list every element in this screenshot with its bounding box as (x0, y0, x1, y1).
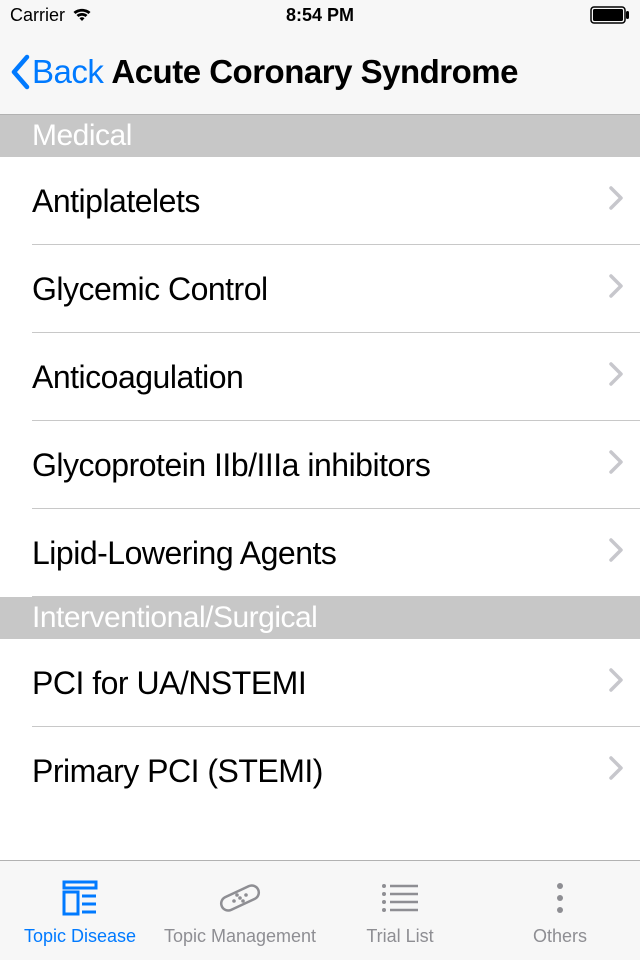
tab-topic-disease[interactable]: Topic Disease (0, 874, 160, 947)
row-label: Glycoprotein IIb/IIIa inhibitors (32, 447, 430, 484)
status-bar: Carrier 8:54 PM (0, 0, 640, 30)
tab-bar: Topic Disease Topic Management Trial Lis… (0, 860, 640, 960)
chevron-right-icon (608, 185, 624, 218)
row-label: PCI for UA/NSTEMI (32, 665, 306, 702)
status-left: Carrier (10, 5, 93, 26)
page-title: Acute Coronary Syndrome (111, 53, 518, 91)
list-item-lipid-lowering[interactable]: Lipid-Lowering Agents (0, 509, 640, 597)
chevron-right-icon (608, 361, 624, 394)
back-chevron-icon (10, 54, 30, 90)
tab-label: Others (533, 926, 587, 947)
tab-trial-list[interactable]: Trial List (320, 874, 480, 947)
status-right (590, 6, 630, 24)
chevron-right-icon (608, 667, 624, 700)
list-item-antiplatelets[interactable]: Antiplatelets (0, 157, 640, 245)
row-label: Anticoagulation (32, 359, 243, 396)
chevron-right-icon (608, 755, 624, 788)
topic-disease-icon (58, 874, 102, 922)
list-item-glycemic-control[interactable]: Glycemic Control (0, 245, 640, 333)
row-label: Glycemic Control (32, 271, 268, 308)
back-button[interactable]: Back (10, 53, 103, 91)
tab-label: Topic Management (164, 926, 316, 947)
section-header-medical: Medical (0, 115, 640, 157)
tab-label: Topic Disease (24, 926, 136, 947)
back-label: Back (32, 53, 103, 91)
row-label: Primary PCI (STEMI) (32, 753, 323, 790)
tab-others[interactable]: Others (480, 874, 640, 947)
battery-icon (590, 6, 630, 24)
chevron-right-icon (608, 273, 624, 306)
list-item-glycoprotein[interactable]: Glycoprotein IIb/IIIa inhibitors (0, 421, 640, 509)
list-item-pci-ua-nstemi[interactable]: PCI for UA/NSTEMI (0, 639, 640, 727)
carrier-label: Carrier (10, 5, 65, 26)
row-label: Lipid-Lowering Agents (32, 535, 336, 572)
content-list[interactable]: ACE Inhibitors Medical Antiplatelets Gly… (0, 115, 640, 860)
navigation-bar: Back Acute Coronary Syndrome (0, 30, 640, 115)
bandage-icon (216, 874, 264, 922)
tab-label: Trial List (366, 926, 433, 947)
list-icon (378, 874, 422, 922)
list-item-anticoagulation[interactable]: Anticoagulation (0, 333, 640, 421)
chevron-right-icon (608, 449, 624, 482)
tab-topic-management[interactable]: Topic Management (160, 874, 320, 947)
more-icon (552, 874, 568, 922)
row-label: Antiplatelets (32, 183, 200, 220)
chevron-right-icon (608, 537, 624, 570)
list-item-primary-pci[interactable]: Primary PCI (STEMI) (0, 727, 640, 815)
section-header-interventional: Interventional/Surgical (0, 597, 640, 639)
wifi-icon (71, 7, 93, 23)
status-time: 8:54 PM (286, 5, 354, 26)
